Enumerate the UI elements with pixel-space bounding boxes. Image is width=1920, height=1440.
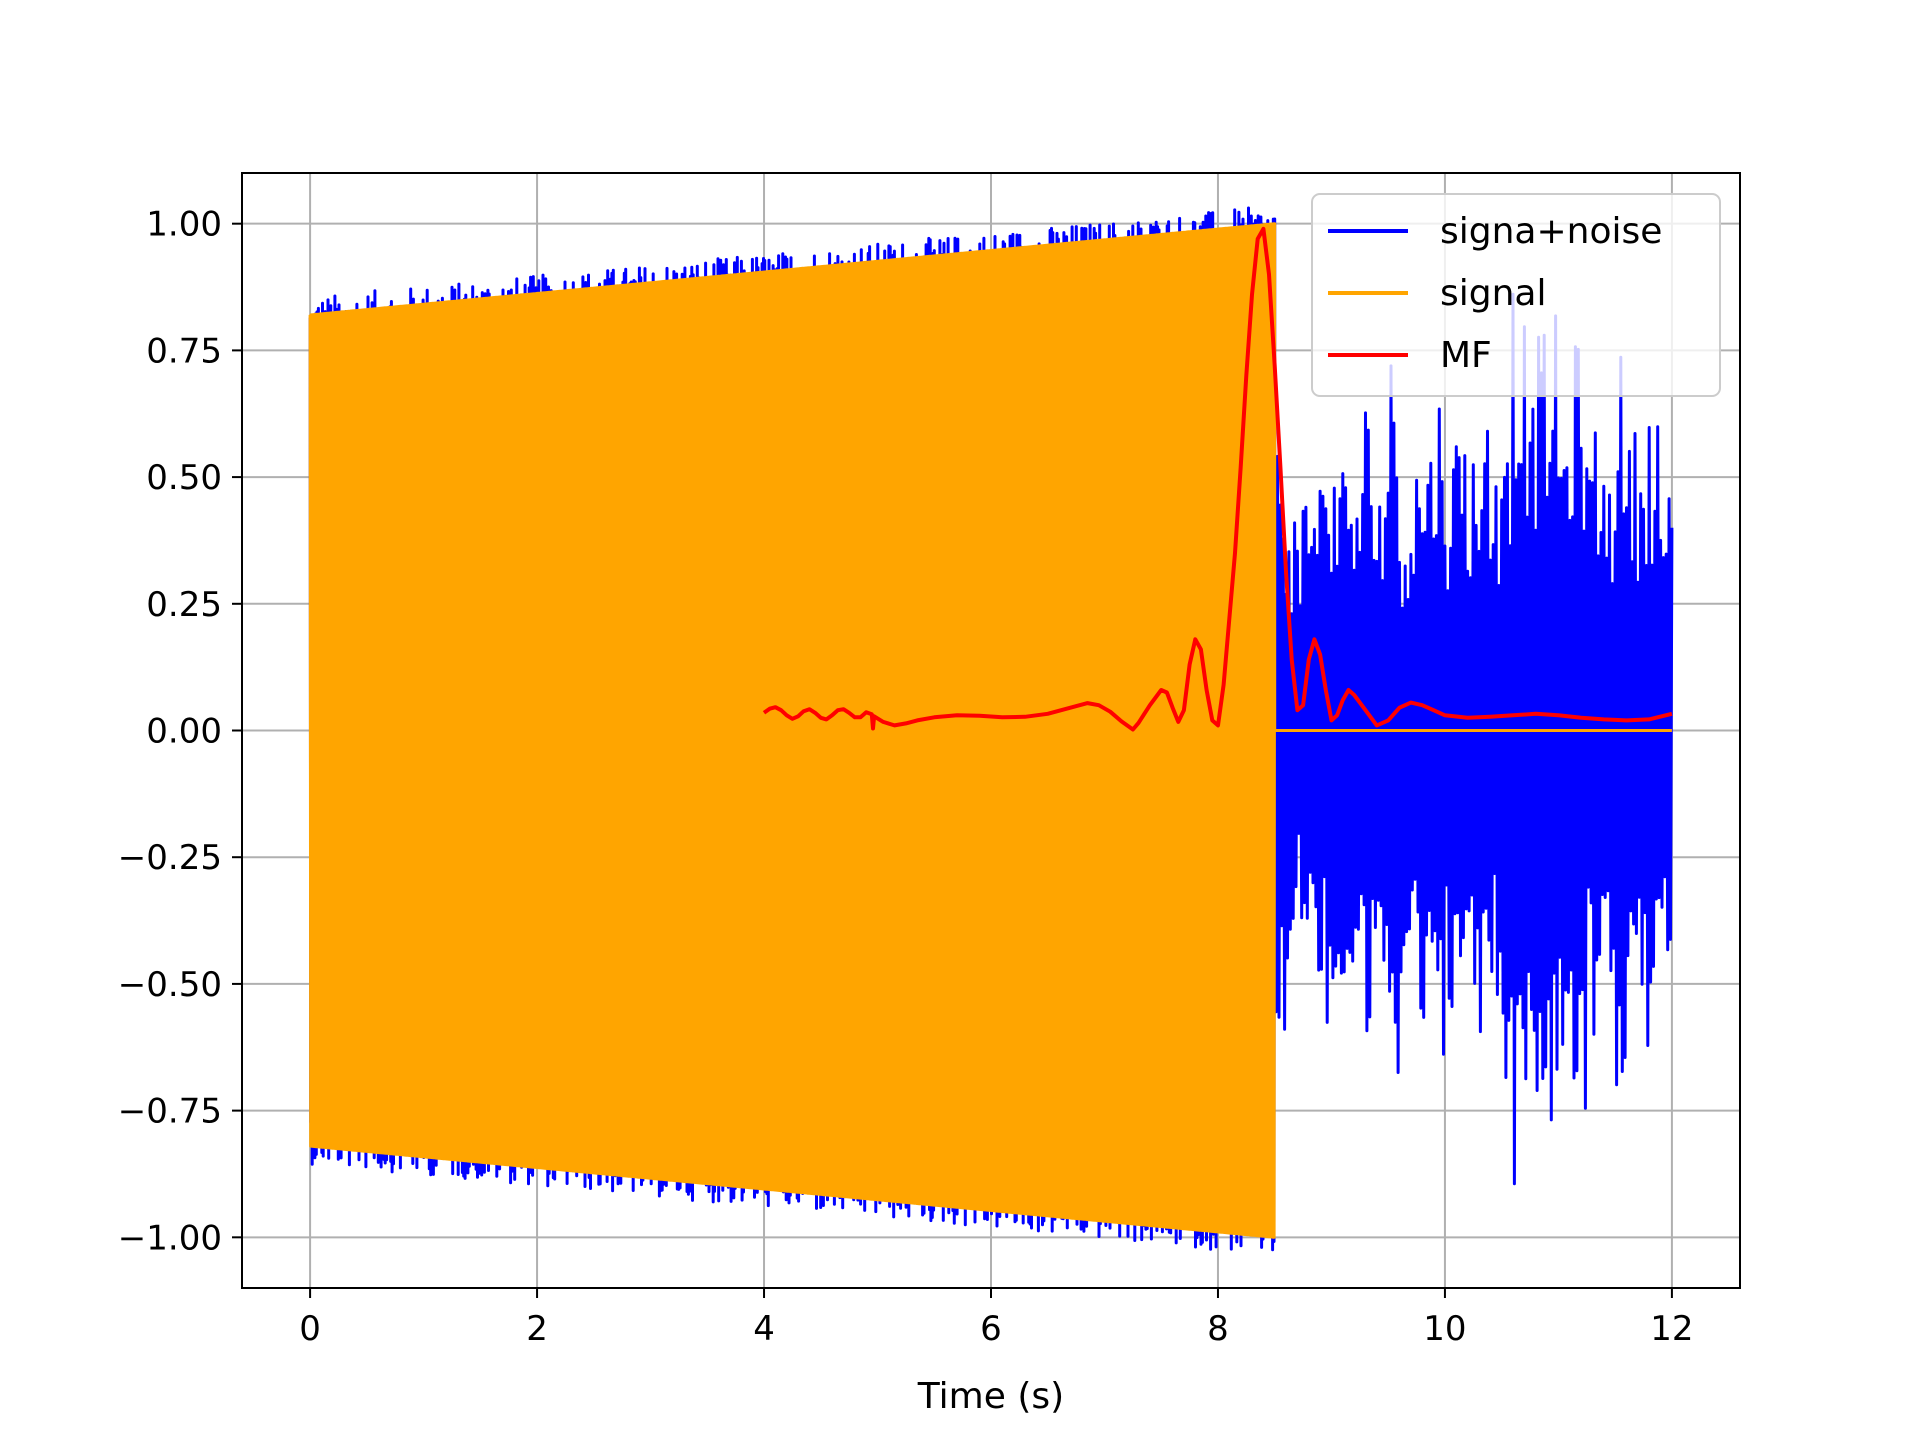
legend-label-mf: MF xyxy=(1440,335,1492,376)
series-line-mf xyxy=(762,226,1673,732)
x-tick-label: 8 xyxy=(1207,1309,1229,1349)
series-layer xyxy=(308,206,1674,1252)
y-tick-label: 0.50 xyxy=(146,458,222,498)
ticks: 0 2 4 6 8 10 12 1.00 0.75 0.50 0.25 0.00 −0.25 −0.50 −… xyxy=(118,205,1694,1349)
y-tick-label: 0.25 xyxy=(146,585,222,625)
legend-label-signal: signal xyxy=(1440,273,1547,314)
x-tick-label: 10 xyxy=(1423,1309,1466,1349)
x-axis-label: Time (s) xyxy=(917,1376,1064,1417)
x-tick-label: 4 xyxy=(753,1309,775,1349)
y-tick-label: −0.50 xyxy=(118,965,222,1005)
y-tick-label: 0.75 xyxy=(146,331,222,371)
legend: signa+noise signal MF xyxy=(1311,193,1721,397)
y-tick-label: 0.00 xyxy=(146,712,222,752)
x-tick-label: 0 xyxy=(299,1309,321,1349)
y-tick-label: −0.25 xyxy=(118,838,222,878)
x-tick-label: 6 xyxy=(980,1309,1002,1349)
legend-label-signal-noise: signa+noise xyxy=(1440,211,1662,252)
y-tick-label: −1.00 xyxy=(118,1218,222,1258)
x-tick-label: 2 xyxy=(526,1309,548,1349)
series-area-signal xyxy=(310,223,1275,1238)
y-tick-label: −0.75 xyxy=(118,1092,222,1132)
x-tick-label: 12 xyxy=(1650,1309,1693,1349)
y-tick-label: 1.00 xyxy=(146,205,222,245)
legend-box xyxy=(1311,193,1721,397)
